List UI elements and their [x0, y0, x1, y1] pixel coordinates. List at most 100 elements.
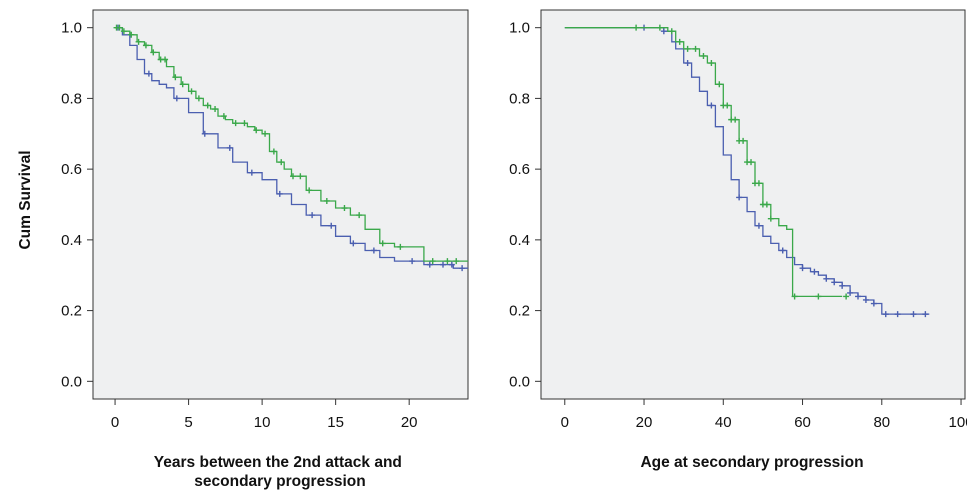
censor-mark	[220, 113, 227, 120]
censor-mark	[755, 180, 762, 187]
left-panel: Cum Survival 0.0 0.2 0.4 0.6 0.8 1.0 0 5 10 15 20…	[17, 9, 469, 490]
y-tick-label: 1.0	[509, 20, 530, 37]
censor-mark	[248, 169, 255, 176]
censor-mark	[253, 127, 260, 134]
x-tick-label: 60	[794, 414, 811, 431]
censor-mark	[204, 102, 211, 109]
censor-mark	[815, 293, 822, 300]
y-tick-label: 0.2	[61, 303, 82, 320]
left-series-group	[113, 24, 468, 272]
censor-mark	[226, 144, 233, 151]
left-x-axis-label-line2: secondary progression	[194, 473, 365, 490]
censor-mark	[379, 240, 386, 247]
censor-mark	[135, 38, 142, 45]
censor-mark	[297, 173, 304, 180]
censor-mark	[201, 130, 208, 137]
censor-mark	[323, 197, 330, 204]
censor-mark	[831, 279, 838, 286]
censor-mark	[676, 38, 683, 45]
censor-mark	[724, 102, 731, 109]
censor-mark	[779, 247, 786, 254]
censor-mark	[306, 187, 313, 194]
y-tick-label: 0.6	[509, 161, 530, 178]
censor-mark	[150, 49, 157, 56]
x-tick-label: 20	[401, 414, 418, 431]
censor-mark	[397, 243, 404, 250]
censor-mark	[811, 268, 818, 275]
censor-mark	[278, 159, 285, 166]
censor-mark	[290, 173, 296, 180]
censor-mark	[708, 102, 715, 109]
censor-mark	[128, 31, 135, 38]
left-x-axis-label: Years between the 2nd attack and seconda…	[154, 454, 406, 490]
censor-mark	[172, 74, 179, 81]
censor-mark	[356, 212, 363, 219]
censor-mark	[684, 60, 691, 67]
left-y-ticks: 0.0 0.2 0.4 0.6 0.8 1.0	[61, 20, 93, 390]
censor-mark	[241, 120, 248, 127]
censor-mark	[270, 148, 277, 155]
censor-mark	[179, 81, 186, 88]
censor-mark	[910, 311, 917, 318]
y-tick-label: 1.0	[61, 20, 82, 37]
x-tick-label: 100	[949, 414, 967, 431]
censor-mark	[862, 296, 869, 303]
left-x-axis-label-line1: Years between the 2nd attack and	[154, 454, 402, 471]
y-axis-label: Cum Survival	[17, 150, 34, 249]
censor-mark	[763, 201, 770, 208]
censor-mark	[370, 247, 377, 254]
right-x-axis-label: Age at secondary progression	[640, 454, 863, 471]
censor-mark	[309, 212, 316, 219]
censor-mark	[173, 95, 180, 102]
censor-mark	[459, 265, 466, 272]
censor-mark	[116, 24, 123, 31]
censor-mark	[276, 190, 283, 197]
censor-mark	[448, 261, 455, 268]
censor-mark	[350, 240, 357, 247]
left-plot-area	[92, 9, 469, 400]
censor-mark	[740, 137, 747, 144]
y-tick-label: 0.2	[509, 303, 530, 320]
censor-mark	[341, 205, 348, 212]
censor-mark	[767, 215, 774, 222]
x-tick-label: 80	[873, 414, 890, 431]
censor-mark	[444, 258, 451, 265]
right-plot-area	[540, 9, 966, 400]
censor-mark	[716, 81, 723, 88]
x-tick-label: 0	[561, 414, 569, 431]
censor-mark	[839, 282, 846, 289]
censor-mark	[755, 222, 762, 229]
censor-mark	[692, 45, 699, 52]
censor-mark	[262, 130, 269, 137]
x-tick-label: 40	[715, 414, 732, 431]
censor-mark	[409, 258, 416, 265]
censor-mark	[668, 28, 675, 35]
censor-mark	[212, 106, 219, 113]
x-tick-label: 20	[636, 414, 653, 431]
censor-mark	[142, 42, 149, 49]
censor-mark	[120, 28, 127, 35]
right-x-ticks: 0 20 40 60 80 100	[561, 399, 967, 431]
x-tick-label: 5	[184, 414, 192, 431]
censor-mark	[708, 60, 715, 67]
censor-mark	[823, 275, 830, 282]
censor-mark	[882, 311, 889, 318]
censor-mark	[440, 261, 446, 268]
censor-mark	[736, 194, 743, 201]
censor-mark	[700, 52, 707, 59]
censor-mark	[847, 289, 854, 296]
censor-mark	[799, 265, 806, 272]
censor-mark	[145, 70, 152, 77]
censor-mark	[232, 120, 239, 127]
censor-mark	[162, 56, 169, 63]
right-y-ticks: 0.0 0.2 0.4 0.6 0.8 1.0	[509, 20, 541, 390]
y-tick-label: 0.4	[61, 232, 82, 249]
censor-mark	[656, 24, 663, 31]
censor-mark	[633, 24, 640, 31]
censor-mark	[791, 293, 798, 300]
x-tick-label: 0	[111, 414, 119, 431]
censor-mark	[843, 293, 850, 300]
y-tick-label: 0.8	[61, 90, 82, 107]
censor-mark	[188, 88, 195, 95]
